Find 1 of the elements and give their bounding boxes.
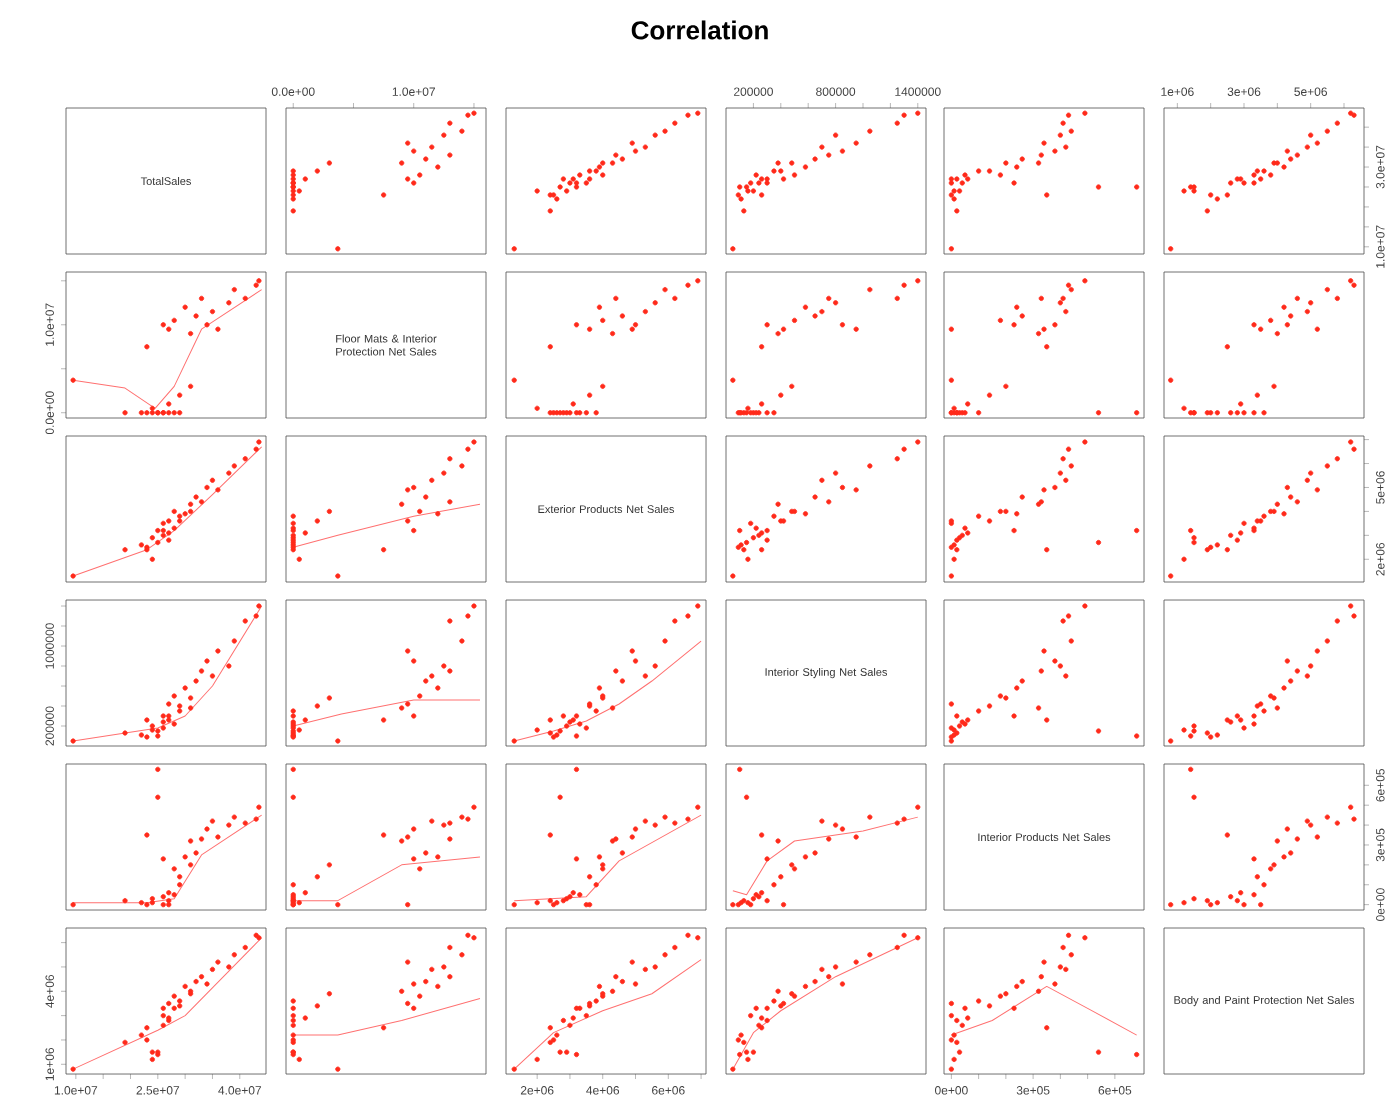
text: Correlation — [631, 20, 768, 40]
